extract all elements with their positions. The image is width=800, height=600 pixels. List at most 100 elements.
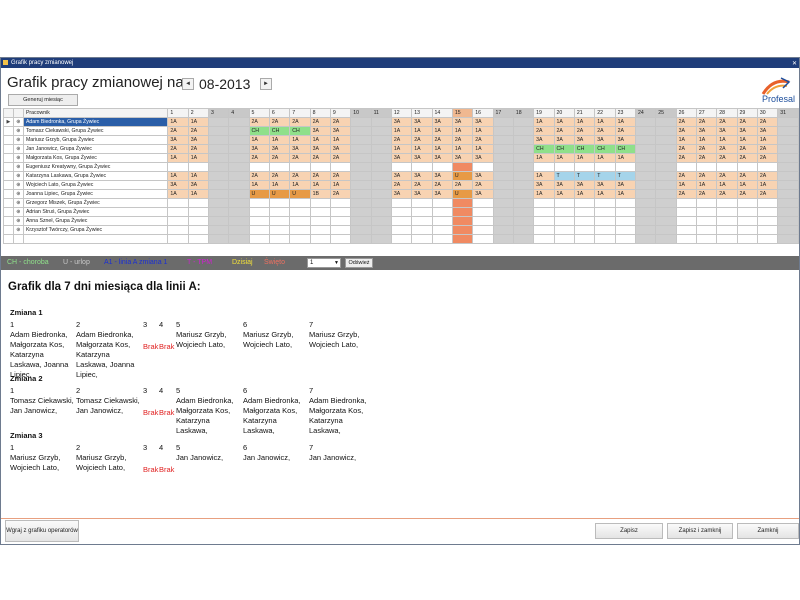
shift-cell[interactable]: 3A <box>329 144 352 154</box>
shift-cell[interactable] <box>451 162 474 172</box>
shift-cell[interactable] <box>350 180 372 190</box>
shift-cell[interactable]: CH <box>614 144 636 154</box>
shift-cell[interactable] <box>716 207 738 217</box>
shift-cell[interactable] <box>167 162 189 172</box>
shift-cell[interactable] <box>512 153 535 163</box>
shift-cell[interactable] <box>553 225 575 235</box>
shift-cell[interactable]: 2A <box>431 135 453 145</box>
shift-cell[interactable] <box>208 117 230 127</box>
shift-cell[interactable] <box>370 225 392 235</box>
shift-cell[interactable] <box>716 225 738 235</box>
shift-cell[interactable] <box>634 144 657 154</box>
shift-cell[interactable]: 2A <box>431 180 453 190</box>
shift-cell[interactable] <box>492 207 514 217</box>
shift-cell[interactable]: 2A <box>695 117 718 127</box>
shift-cell[interactable] <box>736 216 758 226</box>
shift-cell[interactable] <box>370 180 392 190</box>
shift-cell[interactable] <box>655 207 677 217</box>
shift-cell[interactable] <box>187 234 210 244</box>
shift-cell[interactable] <box>268 225 291 235</box>
shift-cell[interactable] <box>655 180 677 190</box>
shift-cell[interactable] <box>614 162 636 172</box>
shift-cell[interactable] <box>451 198 474 208</box>
save-button[interactable]: Zapisz <box>595 523 663 539</box>
shift-cell[interactable] <box>248 216 270 226</box>
shift-cell[interactable] <box>208 225 230 235</box>
shift-cell[interactable]: 1A <box>553 117 575 127</box>
shift-cell[interactable]: 3A <box>187 180 210 190</box>
shift-cell[interactable] <box>289 162 311 172</box>
shift-cell[interactable]: 2A <box>675 144 697 154</box>
shift-cell[interactable] <box>289 216 311 226</box>
shift-cell[interactable]: 3A <box>431 171 453 181</box>
expand-icon[interactable]: ⊕ <box>12 198 24 208</box>
shift-cell[interactable] <box>350 153 372 163</box>
shift-cell[interactable] <box>736 234 758 244</box>
shift-cell[interactable] <box>228 153 250 163</box>
shift-cell[interactable] <box>655 225 677 235</box>
shift-cell[interactable] <box>716 234 738 244</box>
shift-cell[interactable] <box>573 162 596 172</box>
shift-cell[interactable] <box>512 126 535 136</box>
expand-icon[interactable]: ⊕ <box>12 171 24 181</box>
shift-cell[interactable]: 2A <box>411 180 433 190</box>
shift-cell[interactable] <box>716 216 738 226</box>
shift-cell[interactable] <box>573 207 596 217</box>
shift-cell[interactable] <box>594 216 616 226</box>
shift-cell[interactable]: 3A <box>411 171 433 181</box>
shift-cell[interactable] <box>777 216 799 226</box>
shift-cell[interactable] <box>350 144 372 154</box>
shift-cell[interactable]: 3A <box>472 189 494 199</box>
table-row[interactable]: ⊕ Jan Janowicz, Grupa Żywiec 2A 2A 3A 3A 3A 3A 3… <box>3 144 799 154</box>
shift-cell[interactable]: 1A <box>451 126 474 136</box>
shift-cell[interactable]: 1A <box>594 153 616 163</box>
shift-cell[interactable]: 3A <box>594 135 616 145</box>
shift-cell[interactable] <box>411 216 433 226</box>
shift-cell[interactable] <box>472 162 494 172</box>
table-row[interactable]: ⊕ Tomasz Ciekawski, Grupa Żywiec 2A 2A CH CH C… <box>3 126 799 136</box>
shift-cell[interactable] <box>756 162 779 172</box>
shift-cell[interactable]: 1A <box>675 180 697 190</box>
table-row[interactable]: ⊕ Wojciech Lato, Grupa Żywiec 3A 3A 1A 1A 1A 1A… <box>3 180 799 190</box>
shift-cell[interactable] <box>431 225 453 235</box>
shift-cell[interactable]: 1A <box>167 171 189 181</box>
shift-cell[interactable]: 1A <box>309 135 331 145</box>
shift-cell[interactable] <box>370 216 392 226</box>
shift-cell[interactable]: 2A <box>716 117 738 127</box>
shift-cell[interactable] <box>228 216 250 226</box>
shift-cell[interactable] <box>248 198 270 208</box>
shift-cell[interactable] <box>675 198 697 208</box>
shift-cell[interactable]: 2A <box>675 189 697 199</box>
shift-cell[interactable] <box>350 189 372 199</box>
shift-cell[interactable]: T <box>594 171 616 181</box>
shift-cell[interactable] <box>187 225 210 235</box>
shift-cell[interactable] <box>167 234 189 244</box>
shift-cell[interactable]: 1A <box>289 180 311 190</box>
shift-cell[interactable] <box>594 162 616 172</box>
shift-cell[interactable] <box>309 216 331 226</box>
prev-month-button[interactable]: ◄ <box>182 78 194 90</box>
shift-cell[interactable] <box>777 126 799 136</box>
shift-cell[interactable] <box>187 198 210 208</box>
shift-cell[interactable]: 2A <box>451 135 474 145</box>
shift-cell[interactable] <box>614 225 636 235</box>
shift-cell[interactable] <box>208 171 230 181</box>
shift-cell[interactable]: 2A <box>309 171 331 181</box>
shift-cell[interactable] <box>350 234 372 244</box>
shift-cell[interactable] <box>228 198 250 208</box>
shift-cell[interactable]: 1A <box>716 135 738 145</box>
shift-cell[interactable] <box>533 216 555 226</box>
employee-name-cell[interactable]: Anna Szneł, Grupa Żywiec <box>22 216 169 226</box>
shift-cell[interactable] <box>655 198 677 208</box>
shift-cell[interactable] <box>736 198 758 208</box>
shift-cell[interactable]: 1A <box>268 180 291 190</box>
shift-cell[interactable] <box>655 153 677 163</box>
shift-cell[interactable] <box>472 234 494 244</box>
shift-cell[interactable] <box>512 189 535 199</box>
shift-cell[interactable]: 3A <box>309 126 331 136</box>
expand-icon[interactable]: ⊕ <box>12 153 24 163</box>
shift-cell[interactable] <box>228 171 250 181</box>
shift-cell[interactable] <box>248 225 270 235</box>
shift-cell[interactable]: 3A <box>390 171 413 181</box>
shift-cell[interactable]: 1A <box>187 117 210 127</box>
